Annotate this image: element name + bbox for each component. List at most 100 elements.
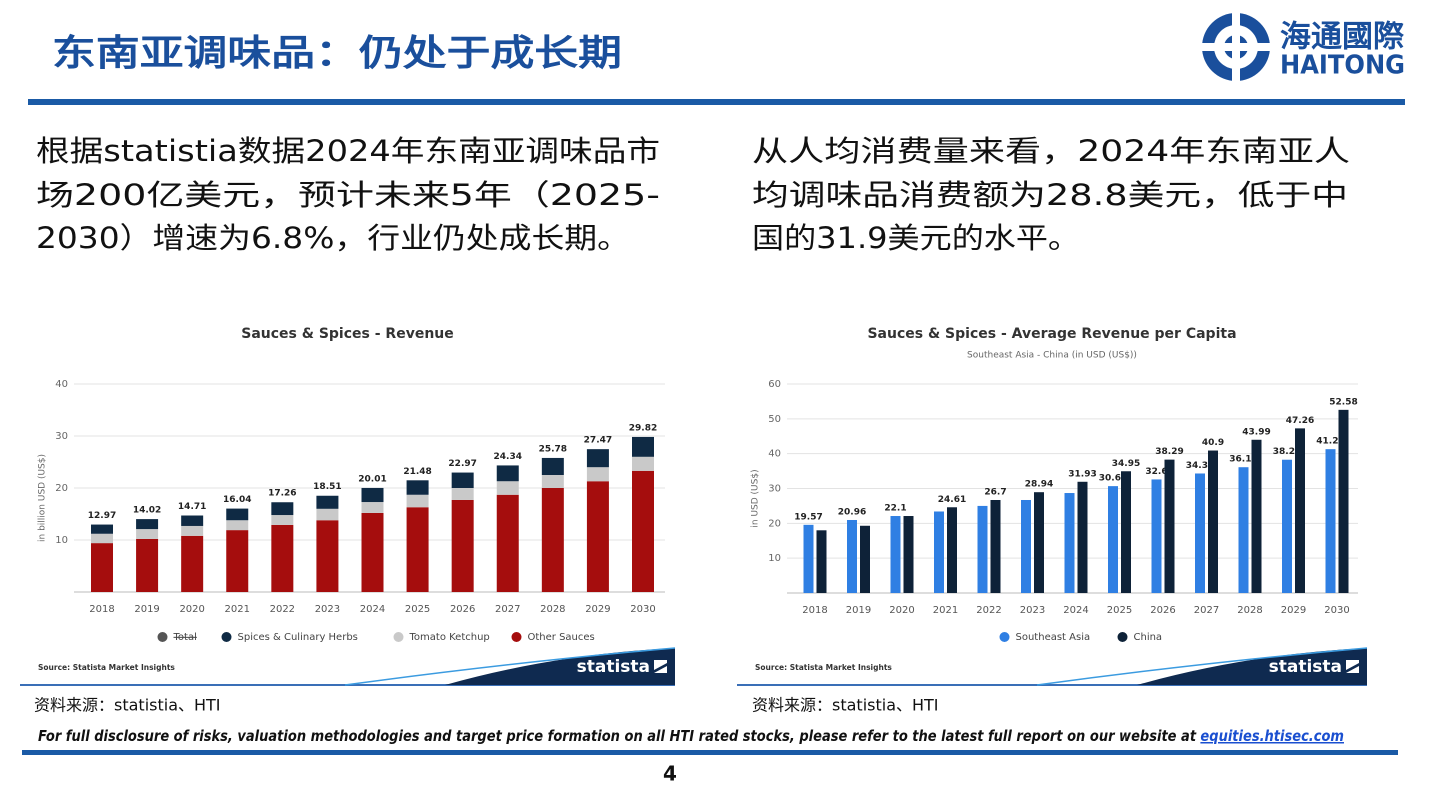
chart-panel bbox=[20, 315, 675, 685]
y-tick-label: 20 bbox=[55, 483, 68, 494]
bar-segment bbox=[361, 502, 384, 513]
total-label: 27.47 bbox=[584, 436, 612, 446]
bar-segment bbox=[361, 512, 384, 592]
bar-segment bbox=[451, 472, 474, 488]
bar bbox=[1338, 409, 1349, 593]
legend-swatch bbox=[393, 632, 404, 642]
total-label: 16.04 bbox=[223, 495, 251, 505]
legend-label: Southeast Asia bbox=[1016, 632, 1091, 643]
chart-source: Source: Statista Market Insights bbox=[38, 663, 175, 672]
bar bbox=[1295, 428, 1305, 593]
bar-segment bbox=[496, 481, 519, 495]
total-label: 21.48 bbox=[403, 467, 431, 477]
x-tick-label: 2019 bbox=[846, 605, 871, 616]
chart-subtitle: Southeast Asia - China (in USD (US$)) bbox=[967, 351, 1137, 361]
bar bbox=[816, 530, 827, 593]
x-tick-label: 2024 bbox=[360, 604, 385, 615]
value-label: 20.96 bbox=[838, 507, 866, 517]
x-tick-label: 2023 bbox=[315, 604, 340, 615]
footer-rule bbox=[22, 750, 1398, 755]
y-tick-label: 50 bbox=[768, 414, 781, 425]
legend-swatch bbox=[157, 632, 168, 642]
x-tick-label: 2020 bbox=[889, 605, 914, 616]
bar bbox=[847, 519, 857, 593]
x-tick-label: 2026 bbox=[450, 604, 475, 615]
value-label: 26.7 bbox=[984, 487, 1006, 497]
x-tick-label: 2028 bbox=[1237, 605, 1262, 616]
x-tick-label: 2019 bbox=[134, 604, 159, 615]
bar-segment bbox=[406, 507, 429, 592]
brand-name: statista bbox=[1269, 657, 1342, 677]
value-label: 38.26 bbox=[1273, 447, 1301, 457]
total-label: 22.97 bbox=[448, 459, 476, 469]
bar-segment bbox=[361, 487, 384, 503]
disclaimer: For full disclosure of risks, valuation … bbox=[38, 727, 1344, 745]
bar bbox=[990, 499, 1001, 593]
bar-segment bbox=[451, 488, 474, 500]
total-label: 24.34 bbox=[494, 452, 522, 462]
bar bbox=[1151, 479, 1162, 593]
brand-name: statista bbox=[577, 657, 650, 677]
x-tick-label: 2029 bbox=[1281, 605, 1306, 616]
bar bbox=[1064, 493, 1075, 593]
bar-segment bbox=[316, 495, 339, 509]
x-tick-label: 2029 bbox=[585, 604, 610, 615]
chart-panel bbox=[737, 315, 1367, 685]
logo-en: HAITONG bbox=[1280, 51, 1405, 81]
total-label: 14.02 bbox=[133, 506, 161, 516]
bar bbox=[1195, 473, 1205, 593]
bar bbox=[903, 516, 914, 593]
logo-cn: 海通國際 bbox=[1280, 20, 1404, 55]
value-label: 43.99 bbox=[1242, 427, 1270, 437]
chart-title: Sauces & Spices - Average Revenue per Ca… bbox=[867, 326, 1236, 342]
x-tick-label: 2018 bbox=[89, 604, 114, 615]
x-tick-label: 2022 bbox=[976, 605, 1001, 616]
brand-icon-cut bbox=[654, 663, 667, 673]
source-note: 资料来源：statistia、HTI bbox=[752, 696, 939, 715]
x-tick-label: 2021 bbox=[225, 604, 250, 615]
bar bbox=[890, 516, 901, 593]
total-label: 12.97 bbox=[88, 511, 116, 521]
value-label: 41.29 bbox=[1316, 437, 1344, 447]
bar-segment bbox=[271, 502, 294, 516]
x-tick-label: 2027 bbox=[1194, 605, 1219, 616]
bar bbox=[1108, 486, 1118, 593]
x-tick-label: 2028 bbox=[540, 604, 565, 615]
brand-icon-cut bbox=[1346, 663, 1359, 673]
brand-swoosh bbox=[1036, 647, 1368, 686]
total-label: 20.01 bbox=[358, 474, 386, 484]
bar-segment bbox=[586, 481, 609, 592]
legend-label: Spices & Culinary Herbs bbox=[238, 632, 358, 643]
bar-segment bbox=[632, 436, 654, 457]
bar-segment bbox=[136, 538, 159, 592]
x-tick-label: 2027 bbox=[495, 604, 520, 615]
value-label: 34.95 bbox=[1112, 459, 1140, 469]
bar bbox=[1121, 471, 1131, 593]
legend-label: Tomato Ketchup bbox=[409, 632, 490, 643]
x-tick-label: 2030 bbox=[630, 604, 655, 615]
y-tick-label: 20 bbox=[768, 518, 781, 529]
body-line: 国的31.9美元的水平。 bbox=[752, 221, 1080, 255]
bar-segment bbox=[632, 456, 654, 471]
value-label: 52.58 bbox=[1329, 397, 1357, 407]
bar-segment bbox=[541, 488, 564, 592]
total-label: 17.26 bbox=[268, 489, 296, 499]
bar bbox=[1164, 459, 1175, 593]
source-note: 资料来源：statistia、HTI bbox=[34, 696, 221, 715]
bar-segment bbox=[226, 520, 249, 531]
brand-swoosh bbox=[344, 647, 676, 686]
chart-source: Source: Statista Market Insights bbox=[755, 663, 892, 672]
body-line: 场200亿美元，预计未来5年（2025- bbox=[36, 178, 660, 212]
disclaimer-link[interactable]: equities.htisec.com bbox=[1200, 727, 1344, 745]
y-tick-label: 40 bbox=[55, 379, 68, 390]
bar-segment bbox=[226, 530, 249, 592]
legend-swatch bbox=[511, 632, 522, 642]
body-line: 均调味品消费额为28.8美元，低于中 bbox=[752, 178, 1348, 212]
brand-band bbox=[445, 648, 675, 685]
bar-segment bbox=[451, 499, 474, 592]
x-tick-label: 2021 bbox=[933, 605, 958, 616]
value-label: 30.68 bbox=[1099, 474, 1127, 484]
bar bbox=[1034, 492, 1044, 593]
bar bbox=[1282, 459, 1292, 593]
